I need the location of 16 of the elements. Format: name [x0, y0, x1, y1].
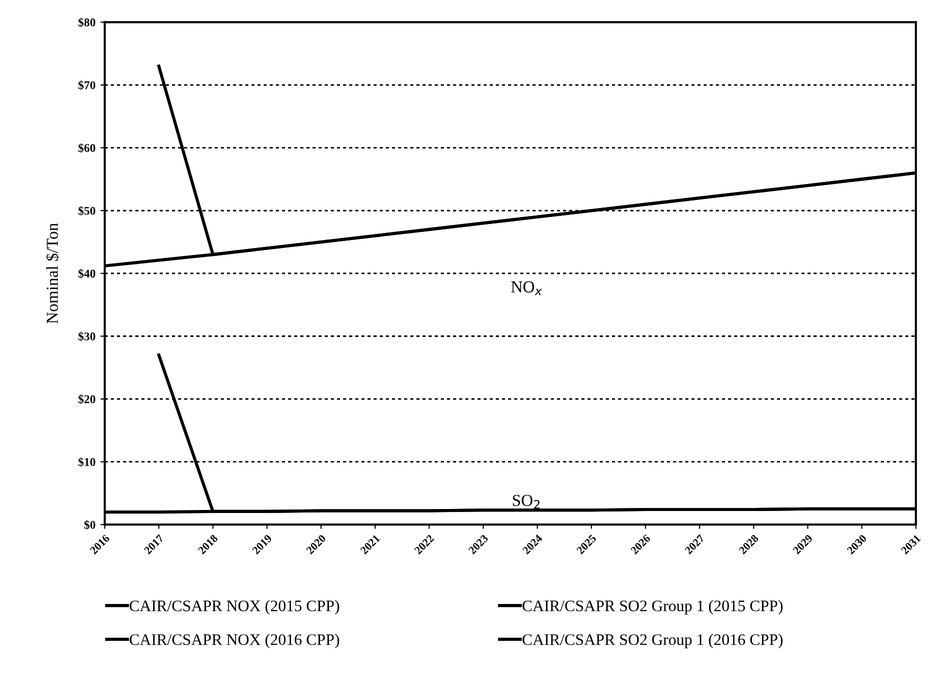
legend-label: CAIR/CSAPR SO2 Group 1 (2016 CPP) — [522, 634, 783, 648]
y-axis-title: Nominal $/Ton — [46, 223, 60, 324]
legend-label: CAIR/CSAPR SO2 Group 1 (2015 CPP) — [522, 600, 783, 615]
y-tick-label: $70 — [78, 80, 96, 90]
annotation: NO$_{x}$ — [511, 281, 542, 296]
y-tick-label: $20 — [78, 394, 96, 404]
y-tick-label: $40 — [78, 268, 96, 278]
annotation: SO$_{2}$ — [512, 494, 540, 509]
y-tick-label: $10 — [78, 457, 96, 467]
legend-label: CAIR/CSAPR NOX (2015 CPP) — [130, 600, 340, 615]
y-tick-label: $80 — [78, 18, 96, 28]
y-tick-label: $30 — [78, 332, 96, 342]
y-tick-label: $50 — [78, 206, 96, 216]
y-tick-label: $0 — [84, 520, 96, 530]
y-tick-label: $60 — [78, 143, 96, 153]
legend-label: CAIR/CSAPR NOX (2016 CPP) — [130, 634, 340, 648]
